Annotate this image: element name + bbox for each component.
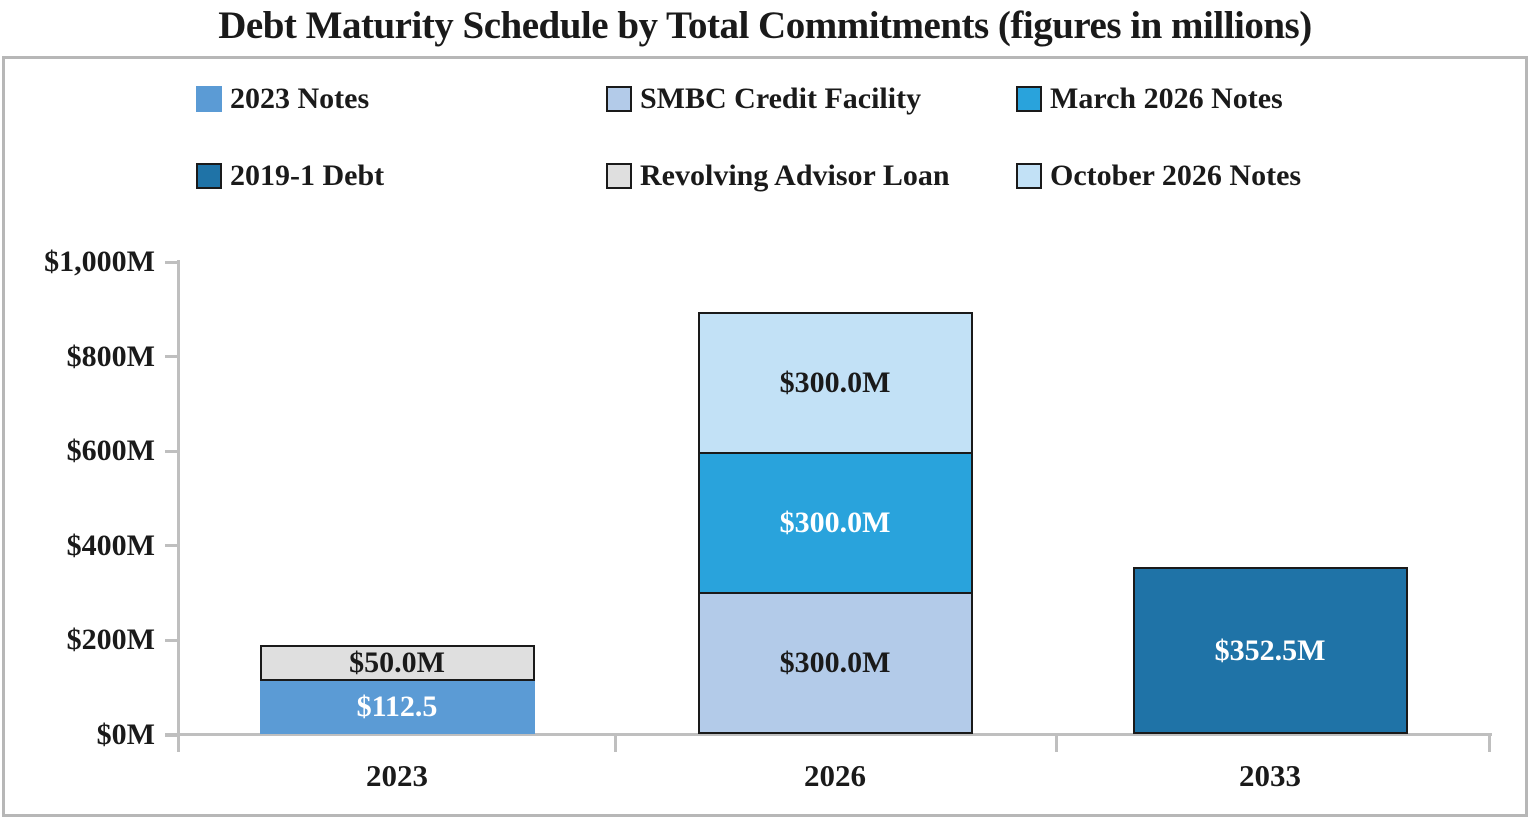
legend-swatch [1016,163,1042,189]
legend-label: 2023 Notes [230,82,370,115]
x-axis-line [165,733,1492,736]
bar-segment: $300.0M [697,452,973,595]
bar-segment: $50.0M [259,644,535,681]
bar-segment-label: $352.5M [1214,633,1326,667]
bar-segment: $300.0M [697,312,973,455]
y-axis-tick [165,733,178,737]
y-tick-label: $800M [66,339,155,373]
x-axis-tick [614,733,617,752]
y-axis-tick [165,449,178,453]
bar-segment-label: $300.0M [779,366,891,400]
legend-item: October 2026 Notes [1016,161,1301,191]
y-tick-label: $1,000M [44,245,155,278]
y-axis-tick [165,638,178,642]
legend-label: March 2026 Notes [1050,82,1283,115]
legend-item: SMBC Credit Facility [606,84,921,114]
x-category-label: 2026 [804,758,866,793]
x-category-label: 2033 [1239,758,1301,793]
legend-label: Revolving Advisor Loan [640,159,950,192]
legend-label: SMBC Credit Facility [640,82,922,115]
bar-segment-label: $300.0M [779,506,891,540]
y-axis-tick [165,260,178,264]
legend-label: October 2026 Notes [1050,159,1302,192]
legend-swatch [606,163,632,189]
x-category-label: 2023 [366,758,428,793]
bar-segment: $352.5M [1132,567,1408,734]
legend-swatch [1016,86,1042,112]
bar-segment-label: $50.0M [349,645,445,679]
bar-segment: $112.5 [259,680,535,734]
legend-item: 2023 Notes [196,84,369,114]
x-axis-tick [1055,733,1058,752]
legend-swatch [606,86,632,112]
x-axis-tick [1488,733,1491,752]
bar-segment: $300.0M [697,592,973,734]
legend-swatch [196,163,222,189]
legend-item: 2019-1 Debt [196,161,384,191]
y-tick-label: $600M [66,434,155,468]
legend-swatch [196,86,222,112]
y-tick-label: $0M [96,718,155,751]
y-axis-line [177,260,180,752]
bar-segment-label: $112.5 [356,690,438,724]
legend-label: 2019-1 Debt [230,159,385,192]
legend-item: March 2026 Notes [1016,84,1283,114]
chart-title: Debt Maturity Schedule by Total Commitme… [218,4,1312,47]
y-axis-tick [165,544,178,548]
y-tick-label: $200M [66,623,155,657]
legend-item: Revolving Advisor Loan [606,161,950,191]
y-axis-tick [165,355,178,359]
bar-segment-label: $300.0M [779,646,891,680]
y-tick-label: $400M [66,528,155,562]
